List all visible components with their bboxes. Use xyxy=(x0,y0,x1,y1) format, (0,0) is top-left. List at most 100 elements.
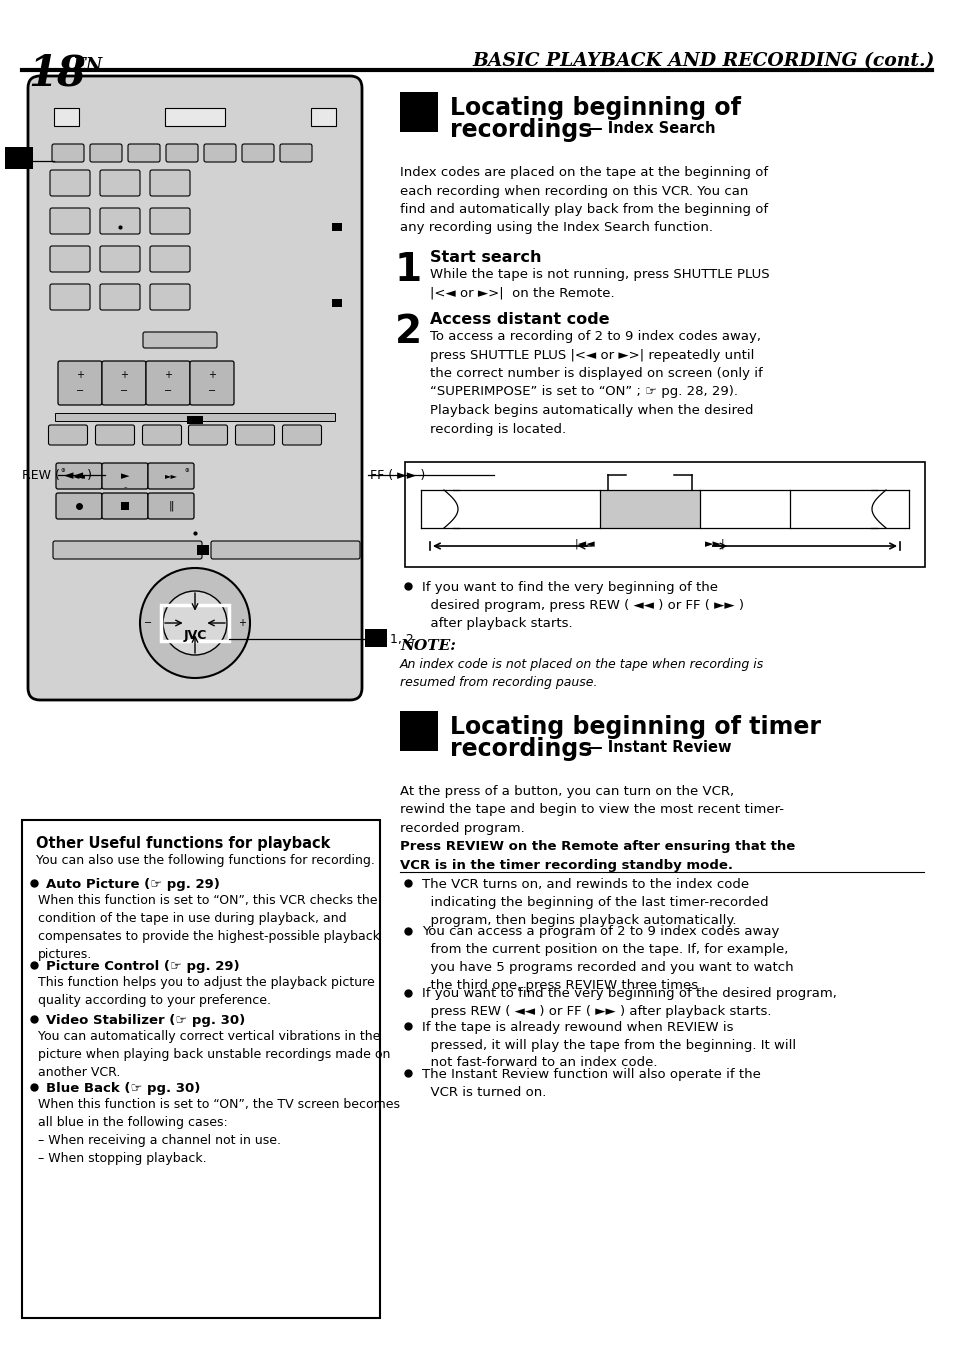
FancyBboxPatch shape xyxy=(150,285,190,310)
FancyBboxPatch shape xyxy=(102,362,146,405)
FancyBboxPatch shape xyxy=(58,362,102,405)
Text: If you want to find the very beginning of the desired program,
  press REW ( ◄◄ : If you want to find the very beginning o… xyxy=(421,987,836,1018)
Text: Blue Back (☞ pg. 30): Blue Back (☞ pg. 30) xyxy=(46,1082,200,1095)
FancyBboxPatch shape xyxy=(242,144,274,162)
FancyBboxPatch shape xyxy=(102,492,148,519)
FancyBboxPatch shape xyxy=(282,425,321,445)
Text: −: − xyxy=(164,386,172,397)
Text: 1: 1 xyxy=(395,251,421,289)
Bar xyxy=(399,711,437,751)
FancyBboxPatch shape xyxy=(280,144,312,162)
Bar xyxy=(311,108,335,125)
Text: To access a recording of 2 to 9 index codes away,
press SHUTTLE PLUS |<◄ or ►>| : To access a recording of 2 to 9 index co… xyxy=(430,331,762,436)
Text: Video Stabilizer (☞ pg. 30): Video Stabilizer (☞ pg. 30) xyxy=(46,1014,245,1027)
Text: ‖: ‖ xyxy=(168,500,173,511)
FancyBboxPatch shape xyxy=(150,246,190,272)
FancyBboxPatch shape xyxy=(90,144,122,162)
FancyBboxPatch shape xyxy=(50,208,90,233)
FancyBboxPatch shape xyxy=(102,463,148,488)
Text: You can automatically correct vertical vibrations in the
picture when playing ba: You can automatically correct vertical v… xyxy=(38,1031,390,1079)
Text: This function helps you to adjust the playback picture
quality according to your: This function helps you to adjust the pl… xyxy=(38,975,375,1006)
Text: While the tape is not running, press SHUTTLE PLUS
|<◄ or ►>|  on the Remote.: While the tape is not running, press SHU… xyxy=(430,268,769,299)
Text: You can access a program of 2 to 9 index codes away
  from the current position : You can access a program of 2 to 9 index… xyxy=(421,925,793,993)
Text: −: − xyxy=(208,386,215,397)
Text: REW ( ◄◄ ): REW ( ◄◄ ) xyxy=(22,468,91,482)
Text: Press REVIEW on the Remote after ensuring that the
VCR is in the timer recording: Press REVIEW on the Remote after ensurin… xyxy=(399,840,795,871)
Bar xyxy=(599,490,700,527)
FancyBboxPatch shape xyxy=(142,425,181,445)
FancyBboxPatch shape xyxy=(100,208,140,233)
Bar xyxy=(399,92,437,132)
Bar xyxy=(332,223,341,231)
Bar xyxy=(165,108,225,125)
FancyBboxPatch shape xyxy=(166,144,198,162)
Text: BASIC PLAYBACK AND RECORDING (cont.): BASIC PLAYBACK AND RECORDING (cont.) xyxy=(472,53,934,70)
Text: EN: EN xyxy=(71,57,102,76)
Bar xyxy=(55,413,335,421)
Text: 1, 2: 1, 2 xyxy=(390,633,414,646)
FancyBboxPatch shape xyxy=(53,541,202,558)
FancyBboxPatch shape xyxy=(56,463,102,488)
Text: recordings: recordings xyxy=(450,737,592,761)
Text: The Instant Review function will also operate if the
  VCR is turned on.: The Instant Review function will also op… xyxy=(421,1068,760,1099)
Bar xyxy=(161,604,229,641)
Bar xyxy=(121,502,129,510)
Text: When this function is set to “ON”, the TV screen becomes
all blue in the followi: When this function is set to “ON”, the T… xyxy=(38,1098,399,1166)
Text: Picture Control (☞ pg. 29): Picture Control (☞ pg. 29) xyxy=(46,960,239,973)
Text: JVC: JVC xyxy=(183,629,207,642)
Text: +: + xyxy=(237,618,246,629)
Text: Locating beginning of: Locating beginning of xyxy=(450,96,740,120)
Text: Auto Picture (☞ pg. 29): Auto Picture (☞ pg. 29) xyxy=(46,878,219,890)
FancyBboxPatch shape xyxy=(49,425,88,445)
Text: If the tape is already rewound when REVIEW is
  pressed, it will play the tape f: If the tape is already rewound when REVI… xyxy=(421,1020,796,1070)
FancyBboxPatch shape xyxy=(150,208,190,233)
Circle shape xyxy=(163,591,227,656)
Text: |◄◄: |◄◄ xyxy=(574,538,595,549)
Bar xyxy=(54,108,79,125)
Text: When this function is set to “ON”, this VCR checks the
condition of the tape in : When this function is set to “ON”, this … xyxy=(38,894,379,960)
Circle shape xyxy=(140,568,250,679)
Bar xyxy=(196,545,209,554)
FancyBboxPatch shape xyxy=(150,170,190,196)
Text: ⊕: ⊕ xyxy=(184,468,189,473)
Text: Other Useful functions for playback: Other Useful functions for playback xyxy=(36,836,330,851)
FancyBboxPatch shape xyxy=(50,285,90,310)
Text: If you want to find the very beginning of the
  desired program, press REW ( ◄◄ : If you want to find the very beginning o… xyxy=(421,581,743,630)
FancyBboxPatch shape xyxy=(235,425,274,445)
Text: 2: 2 xyxy=(395,313,421,351)
FancyBboxPatch shape xyxy=(95,425,134,445)
FancyBboxPatch shape xyxy=(190,362,233,405)
Text: –: – xyxy=(123,484,127,490)
Text: You can also use the following functions for recording.: You can also use the following functions… xyxy=(36,854,375,867)
Text: +: + xyxy=(164,370,172,380)
Text: ◄◄: ◄◄ xyxy=(72,472,86,480)
FancyBboxPatch shape xyxy=(50,170,90,196)
Bar xyxy=(365,629,387,648)
FancyBboxPatch shape xyxy=(56,492,102,519)
FancyBboxPatch shape xyxy=(146,362,190,405)
Text: ►►|: ►►| xyxy=(704,538,725,549)
Text: +: + xyxy=(208,370,215,380)
Bar xyxy=(187,415,203,424)
Text: — Instant Review: — Instant Review xyxy=(582,741,731,755)
Text: Index codes are placed on the tape at the beginning of
each recording when recor: Index codes are placed on the tape at th… xyxy=(399,166,767,235)
FancyBboxPatch shape xyxy=(50,246,90,272)
FancyBboxPatch shape xyxy=(128,144,160,162)
Text: — Index Search: — Index Search xyxy=(582,121,715,136)
Text: ⊕: ⊕ xyxy=(61,468,66,473)
Text: +: + xyxy=(120,370,128,380)
FancyBboxPatch shape xyxy=(211,541,359,558)
Bar xyxy=(5,147,33,169)
Text: +: + xyxy=(76,370,84,380)
FancyBboxPatch shape xyxy=(100,246,140,272)
Text: recordings: recordings xyxy=(450,117,592,142)
Text: Locating beginning of timer: Locating beginning of timer xyxy=(450,715,821,739)
FancyBboxPatch shape xyxy=(148,463,193,488)
FancyBboxPatch shape xyxy=(52,144,84,162)
Text: ►►: ►► xyxy=(164,472,177,480)
Bar xyxy=(405,461,924,567)
Text: ►: ► xyxy=(121,471,129,482)
Text: Access distant code: Access distant code xyxy=(430,312,609,326)
FancyBboxPatch shape xyxy=(28,76,361,700)
Text: At the press of a button, you can turn on the VCR,
rewind the tape and begin to : At the press of a button, you can turn o… xyxy=(399,785,783,835)
